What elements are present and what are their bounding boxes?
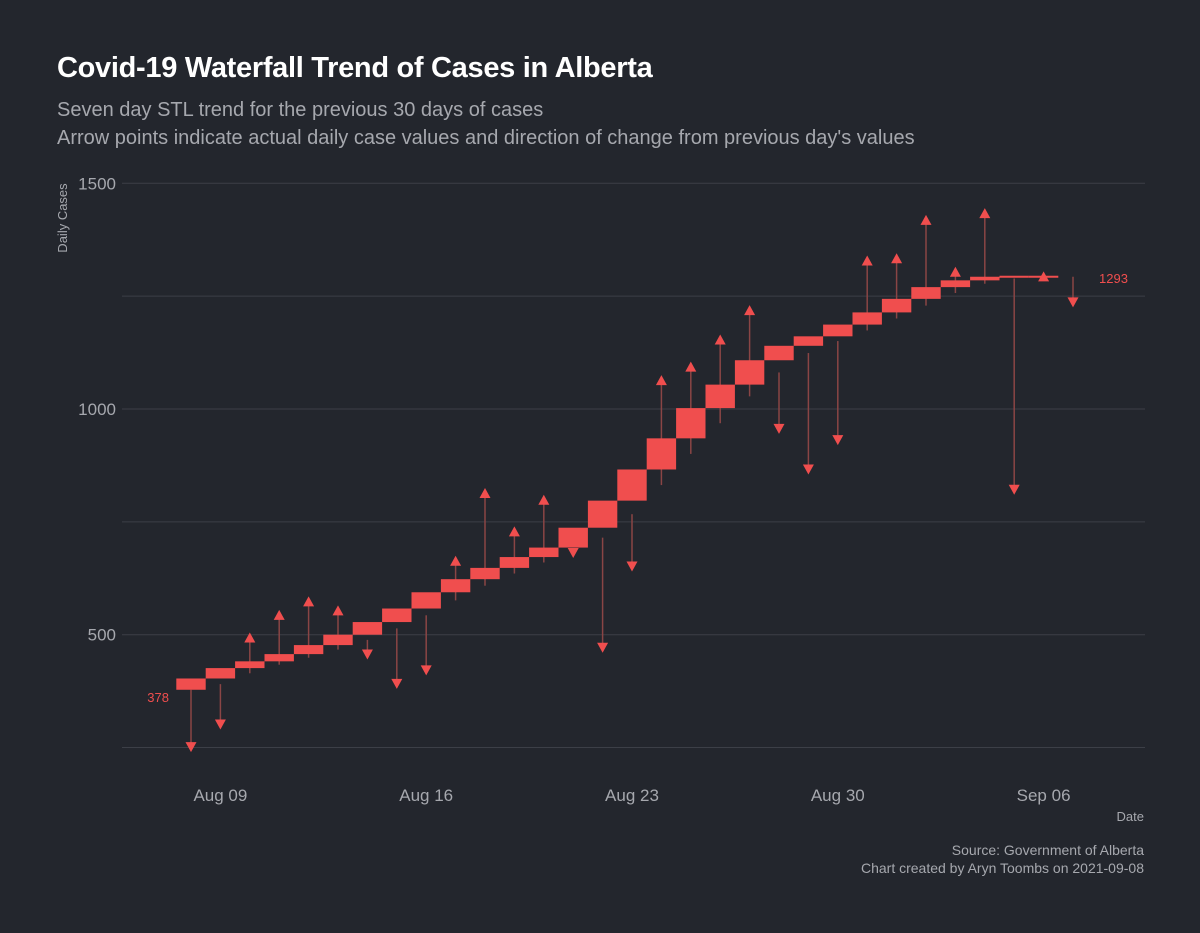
arrow-head bbox=[244, 632, 256, 643]
x-tick-label: Aug 09 bbox=[193, 786, 247, 805]
gridlines bbox=[122, 182, 1145, 749]
trend-step bbox=[323, 634, 353, 646]
y-tick-label: 1500 bbox=[78, 174, 116, 193]
arrow-head bbox=[391, 678, 403, 689]
x-tick-label: Aug 16 bbox=[399, 786, 453, 805]
trend-step bbox=[940, 280, 971, 288]
arrow-head bbox=[949, 266, 961, 277]
trend-step bbox=[852, 312, 882, 325]
x-tick-label: Sep 06 bbox=[1017, 786, 1071, 805]
trend-step bbox=[881, 298, 912, 313]
arrow-head bbox=[597, 642, 609, 653]
arrow-head bbox=[185, 742, 197, 753]
x-axis-title: Date bbox=[1117, 809, 1144, 824]
arrow-head bbox=[714, 334, 726, 345]
x-axis-ticks: Aug 09 Aug 16 Aug 23 Aug 30 Sep 06 bbox=[193, 786, 1070, 805]
trend-steps bbox=[176, 275, 1059, 690]
trend-step bbox=[734, 360, 765, 385]
arrow-head bbox=[332, 605, 344, 616]
trend-step bbox=[617, 469, 647, 501]
arrow-head bbox=[1067, 297, 1079, 308]
trend-step bbox=[499, 557, 530, 568]
trend-step bbox=[911, 287, 941, 299]
trend-step bbox=[440, 579, 471, 593]
arrow-head bbox=[361, 649, 373, 660]
arrow-head bbox=[773, 423, 785, 434]
arrow-head bbox=[891, 253, 903, 264]
trend-step bbox=[529, 547, 559, 558]
trend-step bbox=[646, 438, 677, 470]
x-tick-label: Aug 30 bbox=[811, 786, 865, 805]
arrow-head bbox=[832, 435, 844, 446]
trend-step bbox=[382, 608, 412, 623]
arrow-head bbox=[273, 609, 285, 620]
trend-step bbox=[293, 645, 324, 655]
arrow-head bbox=[920, 214, 932, 225]
chart-title: Covid-19 Waterfall Trend of Cases in Alb… bbox=[57, 52, 653, 84]
arrow-head bbox=[626, 561, 638, 572]
arrow-head bbox=[744, 305, 756, 316]
trend-step bbox=[705, 384, 735, 409]
y-axis-title: Daily Cases bbox=[55, 183, 70, 253]
arrow-head bbox=[685, 361, 697, 372]
y-tick-label: 500 bbox=[88, 626, 116, 645]
trend-step bbox=[470, 567, 500, 580]
arrow-head bbox=[979, 208, 991, 219]
trend-step bbox=[235, 661, 265, 669]
trend-step bbox=[1028, 275, 1059, 278]
trend-step bbox=[970, 276, 1000, 281]
trend-step bbox=[587, 500, 618, 528]
arrow-head bbox=[450, 555, 462, 566]
trend-step bbox=[823, 324, 853, 337]
trend-step bbox=[176, 678, 206, 690]
x-tick-label: Aug 23 bbox=[605, 786, 659, 805]
chart-subtitle-line-1: Seven day STL trend for the previous 30 … bbox=[57, 99, 544, 121]
arrow-head bbox=[655, 375, 667, 386]
arrow-head bbox=[1008, 484, 1020, 495]
trend-step bbox=[411, 592, 441, 609]
arrow-head bbox=[802, 464, 814, 475]
arrow-head bbox=[861, 255, 873, 266]
caption-source: Source: Government of Alberta bbox=[951, 842, 1144, 858]
arrow-head bbox=[567, 547, 579, 558]
arrow-head bbox=[508, 526, 520, 537]
arrow-head bbox=[214, 719, 226, 730]
arrow-head bbox=[479, 487, 491, 498]
chart-subtitle-line-2: Arrow points indicate actual daily case … bbox=[57, 127, 915, 149]
trend-step bbox=[264, 654, 294, 662]
end-labels: 378 1293 bbox=[147, 271, 1128, 705]
caption-credit: Chart created by Aryn Toombs on 2021-09-… bbox=[860, 860, 1144, 876]
end-value-label: 1293 bbox=[1099, 271, 1128, 286]
trend-step bbox=[764, 345, 794, 361]
start-value-label: 378 bbox=[147, 690, 169, 705]
trend-step bbox=[999, 275, 1029, 278]
arrow-head bbox=[538, 494, 550, 505]
y-axis-ticks: 500 1000 1500 bbox=[78, 174, 116, 644]
trend-step bbox=[352, 622, 383, 635]
trend-step bbox=[676, 408, 706, 439]
arrow-head bbox=[420, 665, 432, 676]
trend-step bbox=[793, 336, 824, 346]
y-tick-label: 1000 bbox=[78, 400, 116, 419]
trend-step bbox=[558, 527, 588, 548]
arrow-head bbox=[303, 596, 315, 607]
trend-step bbox=[205, 668, 236, 679]
